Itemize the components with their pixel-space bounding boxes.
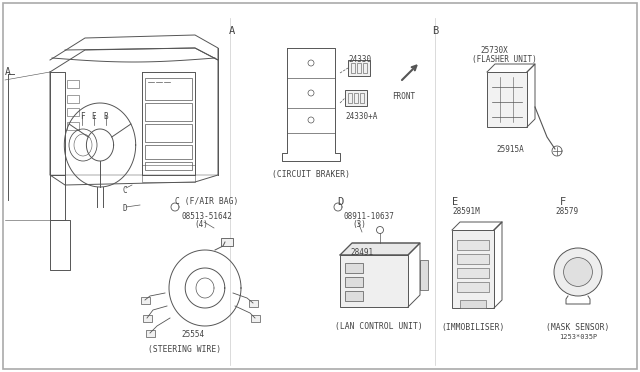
Bar: [145, 124, 192, 142]
Bar: [251, 315, 260, 322]
Bar: [145, 145, 192, 159]
Polygon shape: [340, 243, 420, 255]
Text: 28591M: 28591M: [452, 207, 480, 216]
Text: C (F/AIR BAG): C (F/AIR BAG): [175, 197, 238, 206]
Text: (3): (3): [352, 220, 366, 229]
Bar: [67, 80, 79, 88]
Bar: [457, 240, 489, 250]
Text: E: E: [452, 197, 458, 207]
Text: (FLASHER UNIT): (FLASHER UNIT): [472, 55, 537, 64]
Text: FRONT: FRONT: [392, 92, 415, 101]
Bar: [67, 95, 79, 103]
Bar: [452, 230, 494, 308]
Text: B: B: [104, 112, 108, 121]
Bar: [146, 330, 155, 337]
Bar: [67, 122, 79, 130]
Text: A: A: [5, 67, 11, 77]
Text: 25915A: 25915A: [496, 145, 524, 154]
Bar: [360, 93, 364, 103]
Text: 25730X: 25730X: [480, 46, 508, 55]
Text: (4): (4): [194, 220, 208, 229]
Bar: [457, 282, 489, 292]
Bar: [221, 238, 233, 246]
Bar: [348, 60, 370, 76]
Text: C: C: [122, 186, 127, 195]
Text: E: E: [92, 112, 96, 121]
Text: 24330: 24330: [348, 55, 371, 64]
Bar: [487, 72, 527, 127]
Bar: [345, 263, 363, 273]
Text: (IMMOBILISER): (IMMOBILISER): [442, 323, 505, 332]
Bar: [363, 63, 367, 73]
Text: 25554: 25554: [181, 330, 205, 339]
Text: F: F: [80, 112, 84, 121]
Text: (LAN CONTROL UNIT): (LAN CONTROL UNIT): [335, 322, 423, 331]
Text: 08911-10637: 08911-10637: [344, 212, 395, 221]
Text: D: D: [122, 204, 127, 213]
Bar: [457, 268, 489, 278]
Text: (STEERING WIRE): (STEERING WIRE): [148, 345, 221, 354]
Bar: [357, 63, 361, 73]
Bar: [345, 90, 367, 106]
Bar: [145, 78, 192, 100]
Text: F: F: [560, 197, 566, 207]
Text: (MASK SENSOR): (MASK SENSOR): [547, 323, 610, 332]
Bar: [145, 162, 192, 170]
Bar: [351, 63, 355, 73]
Text: 28579: 28579: [555, 207, 578, 216]
Bar: [67, 108, 79, 116]
Circle shape: [554, 248, 602, 296]
Bar: [145, 103, 192, 121]
Bar: [143, 315, 152, 322]
Text: 24330+A: 24330+A: [345, 112, 378, 121]
Text: 08513-51642: 08513-51642: [182, 212, 233, 221]
Text: B: B: [432, 26, 438, 36]
Bar: [345, 277, 363, 287]
Bar: [460, 300, 486, 308]
Bar: [141, 297, 150, 304]
Bar: [420, 260, 428, 290]
Text: A: A: [229, 26, 235, 36]
Circle shape: [564, 257, 593, 286]
Bar: [340, 255, 408, 307]
Bar: [457, 254, 489, 264]
Text: D: D: [337, 197, 343, 207]
Text: 28491: 28491: [350, 248, 373, 257]
Bar: [345, 291, 363, 301]
Text: 1253*035P: 1253*035P: [559, 334, 597, 340]
Bar: [348, 93, 352, 103]
Text: (CIRCUIT BRAKER): (CIRCUIT BRAKER): [272, 170, 350, 179]
Bar: [354, 93, 358, 103]
Bar: [249, 300, 258, 307]
